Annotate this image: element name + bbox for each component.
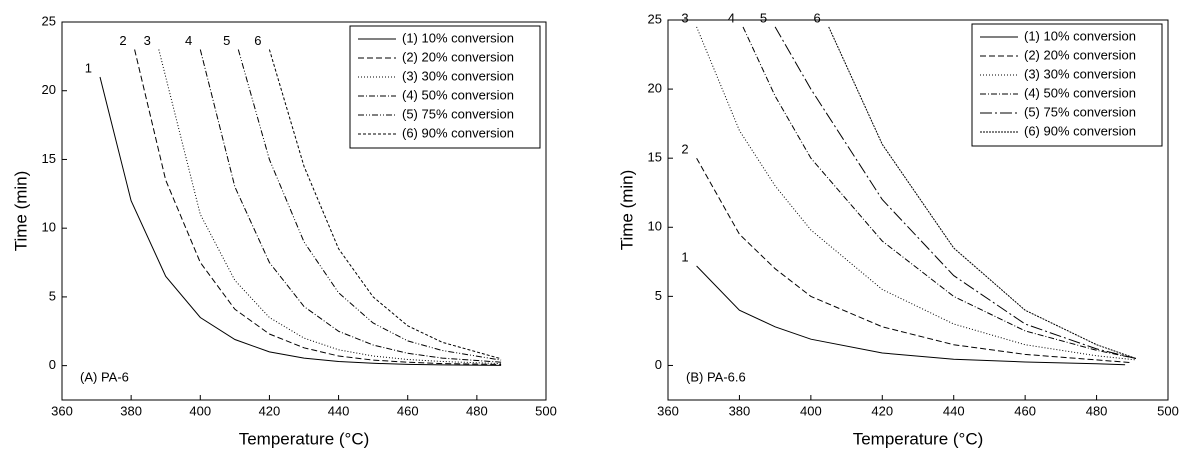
y-tick-label: 15 [42, 151, 56, 166]
curve-label: 6 [254, 33, 261, 48]
legend-box [349, 25, 541, 149]
panel-label: (A) PA-6 [80, 369, 129, 384]
legend-label: (2) 20% conversion [1024, 47, 1136, 62]
y-tick-label: 5 [49, 288, 56, 303]
x-axis-title: Temperature (°C) [853, 429, 984, 448]
x-tick-label: 460 [1014, 403, 1036, 418]
y-tick-label: 20 [42, 82, 56, 97]
curve-label: 4 [185, 33, 192, 48]
y-tick-label: 10 [648, 219, 662, 234]
y-tick-label: 20 [648, 81, 662, 96]
legend-label: (2) 20% conversion [402, 49, 514, 64]
curve-label: 1 [85, 60, 92, 75]
x-tick-label: 360 [657, 403, 679, 418]
curve-label: 2 [681, 142, 688, 157]
x-tick-label: 480 [466, 403, 488, 418]
legend-label: (5) 75% conversion [1024, 104, 1136, 119]
y-tick-label: 0 [655, 357, 662, 372]
y-tick-label: 10 [42, 220, 56, 235]
x-tick-label: 500 [1157, 403, 1179, 418]
x-tick-label: 380 [729, 403, 751, 418]
legend-label: (6) 90% conversion [402, 125, 514, 140]
legend-label: (6) 90% conversion [1024, 123, 1136, 138]
legend-label: (5) 75% conversion [402, 106, 514, 121]
series-line [774, 26, 1137, 359]
series-line [696, 157, 1133, 364]
panel-label: (B) PA-6.6 [686, 369, 746, 384]
x-tick-label: 420 [259, 403, 281, 418]
y-axis-title: Time (min) [617, 170, 636, 251]
series-line [696, 265, 1126, 366]
legend-label: (3) 30% conversion [1024, 66, 1136, 81]
y-tick-label: 0 [49, 357, 56, 372]
series-line [199, 49, 502, 363]
curve-label: 4 [728, 10, 735, 25]
series-line [99, 76, 502, 366]
curve-label: 5 [223, 33, 230, 48]
curve-label: 2 [119, 33, 126, 48]
plot-frame [61, 21, 547, 401]
series-line [696, 26, 1136, 361]
x-tick-label: 440 [328, 403, 350, 418]
series-line [828, 26, 1137, 359]
series-line [134, 49, 502, 365]
x-axis-title: Temperature (°C) [239, 429, 370, 448]
plot-frame [667, 19, 1169, 401]
x-tick-label: 480 [1086, 403, 1108, 418]
legend-label: (1) 10% conversion [1024, 28, 1136, 43]
x-tick-label: 420 [871, 403, 893, 418]
y-tick-label: 5 [655, 288, 662, 303]
legend-label: (4) 50% conversion [1024, 85, 1136, 100]
x-tick-label: 460 [397, 403, 419, 418]
curve-label: 6 [813, 10, 820, 25]
curve-label: 1 [681, 249, 688, 264]
series-line [742, 26, 1137, 359]
x-tick-label: 360 [51, 403, 73, 418]
legend-label: (4) 50% conversion [402, 87, 514, 102]
x-tick-label: 500 [535, 403, 557, 418]
x-tick-label: 440 [943, 403, 965, 418]
series-line [158, 49, 502, 365]
x-tick-label: 380 [120, 403, 142, 418]
curve-label: 3 [144, 33, 151, 48]
series-line [268, 49, 502, 360]
y-tick-label: 25 [648, 11, 662, 26]
y-tick-label: 15 [648, 150, 662, 165]
y-axis-title: Time (min) [11, 171, 30, 252]
y-tick-label: 25 [42, 13, 56, 28]
x-tick-label: 400 [189, 403, 211, 418]
series-line [237, 49, 502, 361]
legend-label: (3) 30% conversion [402, 68, 514, 83]
x-tick-label: 400 [800, 403, 822, 418]
legend-box [971, 23, 1163, 147]
curve-label: 3 [681, 10, 688, 25]
legend-label: (1) 10% conversion [402, 30, 514, 45]
curve-label: 5 [760, 10, 767, 25]
